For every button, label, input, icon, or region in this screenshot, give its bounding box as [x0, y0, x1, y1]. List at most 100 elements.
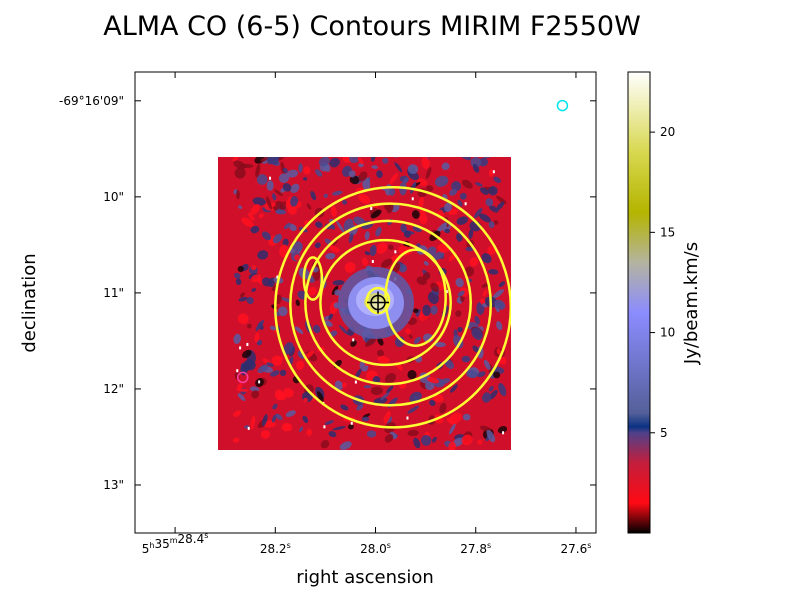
noise-blob: [303, 166, 311, 175]
contour-1: [274, 186, 511, 429]
noise-blob: [330, 224, 336, 230]
noise-blob: [261, 231, 272, 241]
noise-blob: [496, 201, 505, 211]
noise-blob: [250, 204, 260, 215]
noise-blob: [386, 385, 394, 394]
noise-blob: [310, 190, 317, 201]
noise-blob: [325, 252, 336, 260]
noise-blob: [474, 315, 480, 325]
noise-blob: [330, 206, 337, 217]
noise-blob: [456, 233, 463, 242]
noise-blob: [419, 213, 428, 225]
noise-blob: [482, 392, 492, 403]
noise-blob: [320, 440, 330, 449]
noise-blob: [407, 405, 420, 414]
noise-blob: [313, 269, 320, 281]
noise-blob: [306, 428, 313, 436]
noise-blob: [389, 188, 396, 196]
noise-blob: [272, 233, 283, 244]
noise-blob: [464, 266, 475, 277]
noise-blob: [493, 371, 501, 379]
noise-blob: [236, 388, 249, 392]
noise-blob: [294, 326, 304, 334]
noise-speck: [236, 369, 239, 373]
noise-blob: [389, 173, 398, 185]
noise-blob: [302, 415, 309, 424]
noise-blob: [483, 359, 491, 370]
noise-blob: [380, 392, 390, 401]
noise-blob: [299, 426, 304, 432]
noise-blob: [434, 175, 449, 187]
noise-blob: [372, 375, 381, 384]
noise-blob: [371, 165, 378, 169]
noise-blob: [257, 250, 269, 260]
noise-blob: [384, 372, 396, 384]
noise-blob: [430, 305, 438, 315]
noise-blob: [258, 213, 264, 218]
noise-blob: [449, 188, 458, 196]
noise-blob: [493, 220, 499, 225]
noise-blob: [444, 202, 452, 212]
x-tick-label: 27.6s: [561, 541, 592, 556]
noise-blob: [306, 203, 312, 210]
noise-blob: [418, 196, 424, 209]
noise-blob: [466, 369, 478, 379]
noise-blob: [416, 276, 427, 286]
noise-blob: [289, 224, 297, 232]
noise-blob: [237, 313, 249, 325]
noise-blob: [361, 257, 369, 267]
noise-blob: [493, 176, 501, 184]
tick-unit: s: [287, 541, 291, 550]
noise-blob: [387, 204, 394, 214]
noise-blob: [376, 349, 384, 357]
noise-blob: [350, 339, 357, 347]
noise-blob: [461, 355, 471, 363]
noise-blob: [287, 206, 297, 215]
noise-speck: [352, 338, 355, 342]
noise-blob: [303, 177, 308, 181]
noise-blob: [413, 308, 419, 314]
noise-blob: [260, 157, 268, 162]
noise-blob: [449, 423, 456, 435]
noise-speck: [406, 416, 409, 420]
noise-blob: [281, 297, 292, 303]
noise-blob: [387, 244, 394, 250]
noise-blob: [358, 171, 368, 182]
noise-blob: [382, 157, 389, 164]
noise-blob: [328, 431, 337, 438]
noise-blob: [432, 394, 444, 403]
noise-blob: [269, 325, 277, 331]
noise-blob: [238, 205, 243, 209]
noise-blob: [376, 170, 383, 179]
noise-blob: [255, 164, 261, 178]
tick-unit: s: [587, 541, 591, 550]
noise-blob: [488, 269, 499, 275]
noise-blob: [384, 434, 394, 443]
noise-blob: [370, 157, 376, 163]
noise-blob: [407, 429, 419, 437]
tick-unit: s: [204, 531, 208, 540]
noise-blob: [407, 370, 417, 380]
noise-blob: [439, 402, 447, 414]
noise-blob: [358, 194, 371, 204]
tick-unit: s: [387, 541, 391, 550]
noise-blob: [461, 434, 473, 446]
noise-blob: [364, 338, 376, 347]
noise-blob: [323, 320, 333, 327]
noise-speck: [370, 207, 373, 211]
noise-blob: [499, 357, 507, 365]
noise-blob: [332, 280, 345, 286]
noise-blob: [369, 244, 377, 257]
noise-blob: [355, 368, 362, 380]
noise-blob: [303, 397, 308, 403]
noise-blob: [237, 265, 244, 273]
noise-blob: [348, 170, 356, 178]
x-tick-label: 27.8s: [460, 541, 491, 556]
noise-blob: [280, 201, 288, 211]
noise-blob: [474, 208, 483, 219]
noise-speck: [350, 421, 353, 425]
noise-blob: [381, 258, 393, 268]
noise-blob: [472, 163, 480, 173]
